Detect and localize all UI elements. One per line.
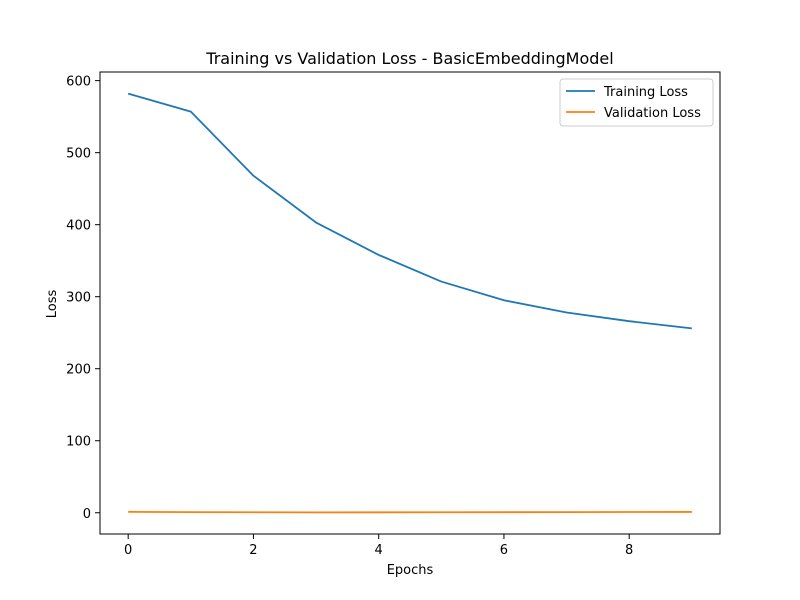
y-tick-label: 600 xyxy=(66,75,91,90)
legend-box xyxy=(559,78,714,127)
series-line-0 xyxy=(127,92,692,330)
chart-title: Training vs Validation Loss - BasicEmbed… xyxy=(205,49,613,68)
y-tick-label: 400 xyxy=(66,219,91,234)
legend-label: Validation Loss xyxy=(604,106,701,121)
series-line-1 xyxy=(128,510,692,514)
y-axis-ticks: 0 100 200 300 400 500 600 xyxy=(66,75,100,522)
x-tick-label: 0 xyxy=(124,543,132,558)
y-tick-label: 300 xyxy=(66,291,91,306)
x-tick-label: 4 xyxy=(375,543,383,558)
plot-area: 0 2 4 6 8 0 100 200 300 400 500 600 xyxy=(66,71,721,558)
y-axis-label: Loss xyxy=(45,290,60,319)
x-tick-label: 6 xyxy=(500,543,508,558)
legend-label: Training Loss xyxy=(603,85,688,100)
y-tick-label: 0 xyxy=(83,507,91,522)
y-tick-label: 200 xyxy=(66,363,91,378)
y-tick-label: 100 xyxy=(66,435,91,450)
y-tick-label: 500 xyxy=(66,147,91,162)
plot-frame xyxy=(99,71,721,535)
x-tick-label: 8 xyxy=(625,543,633,558)
series-lines xyxy=(127,92,692,514)
x-axis-label: Epochs xyxy=(387,563,434,578)
x-tick-label: 2 xyxy=(249,543,257,558)
legend: Training Loss Validation Loss xyxy=(559,78,714,127)
x-axis-ticks: 0 2 4 6 8 xyxy=(124,534,633,558)
